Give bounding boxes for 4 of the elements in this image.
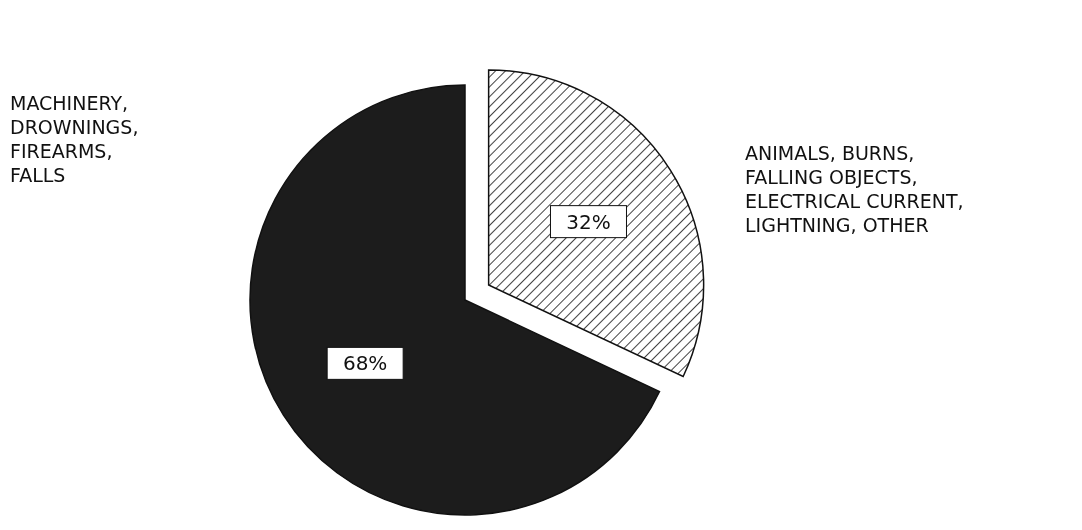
data-label: 68% [342,351,388,376]
slice-label: ANIMALS, BURNS, FALLING OBJECTS, ELECTRICAL CURRENT, LIGHTNING, OTHER [745,142,964,236]
data-label: 32% [566,209,611,234]
slice-label: MACHINERY, DROWNINGS, FIREARMS, FALLS [10,92,139,186]
